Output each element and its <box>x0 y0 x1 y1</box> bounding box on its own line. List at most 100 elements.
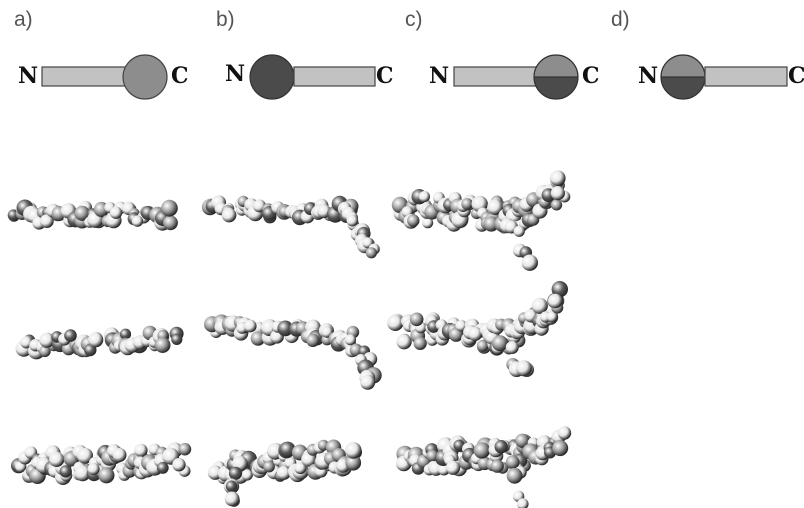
model-b-row-2 <box>204 314 382 390</box>
atom <box>531 297 548 314</box>
atom <box>548 293 563 309</box>
atom <box>468 326 483 341</box>
atom <box>446 460 461 475</box>
atom <box>473 442 491 459</box>
atom <box>134 443 148 458</box>
atom <box>163 215 178 231</box>
panel-a-c-terminus: C <box>171 63 189 89</box>
atom <box>345 442 362 459</box>
atom <box>422 217 434 229</box>
model-a-row-1 <box>7 199 178 231</box>
atom <box>360 374 376 390</box>
panel-c-n-terminus: N <box>429 63 450 89</box>
panel-c-c-terminus: C <box>582 63 600 89</box>
atom <box>243 319 257 333</box>
atom <box>154 337 171 353</box>
panel-a-n-terminus: N <box>18 63 39 89</box>
panel-b-n-terminus: N <box>225 61 246 87</box>
atom <box>306 333 320 347</box>
panel-c-bead <box>533 54 579 100</box>
atom <box>171 333 183 345</box>
atom <box>550 186 566 201</box>
atom <box>506 467 523 484</box>
atom <box>77 447 93 464</box>
atom <box>396 334 412 350</box>
panel-label-a: a) <box>14 8 33 31</box>
panel-label-d: d) <box>611 8 630 31</box>
atom <box>98 467 115 484</box>
atom <box>487 199 503 216</box>
model-c-row-1 <box>391 170 571 271</box>
panel-label-c: c) <box>405 8 423 31</box>
panel-d-c-terminus: C <box>788 63 804 89</box>
atom <box>552 440 569 457</box>
atom <box>505 455 520 469</box>
atom <box>517 498 529 508</box>
atom <box>156 462 169 474</box>
atom <box>490 459 504 473</box>
atom <box>476 339 489 352</box>
atom <box>131 215 144 227</box>
atom <box>39 214 54 229</box>
atom <box>557 426 572 440</box>
model-b-row-1 <box>201 195 380 259</box>
atom <box>87 462 100 476</box>
atom <box>515 360 532 377</box>
atom <box>225 480 238 492</box>
model-b-row-3 <box>207 439 362 507</box>
panel-b-rod <box>293 66 376 87</box>
atom <box>346 214 359 227</box>
atom <box>74 205 90 221</box>
atom <box>365 247 377 259</box>
atom <box>59 465 72 478</box>
atom <box>172 458 186 472</box>
atom <box>276 465 291 480</box>
atom <box>409 312 424 327</box>
atom <box>263 460 275 473</box>
atom <box>345 454 362 471</box>
atom <box>455 319 467 332</box>
atom <box>74 465 91 482</box>
atom <box>39 332 55 348</box>
atom <box>551 199 563 211</box>
atom <box>88 332 104 348</box>
atom <box>279 441 296 458</box>
atom <box>546 311 558 323</box>
atom <box>119 328 132 340</box>
atom <box>277 320 294 337</box>
atom <box>64 329 77 342</box>
atom <box>483 216 499 232</box>
model-a-row-2 <box>15 325 184 360</box>
atom <box>505 341 519 354</box>
atom <box>494 440 508 454</box>
atom <box>224 491 240 507</box>
panel-d-rod <box>704 66 788 87</box>
atom <box>221 207 237 223</box>
atom <box>344 334 356 346</box>
panel-d-n-terminus: N <box>638 63 659 89</box>
atom <box>515 433 530 448</box>
atom <box>492 335 508 352</box>
atom <box>161 199 178 217</box>
atom <box>461 198 473 210</box>
atom <box>39 345 51 358</box>
panel-label-b: b) <box>216 8 235 31</box>
atom <box>112 448 127 462</box>
panel-d-bead <box>660 54 706 100</box>
atom <box>49 451 65 467</box>
atom <box>228 466 243 480</box>
atom <box>294 461 307 475</box>
atom <box>413 336 427 350</box>
panel-b-c-terminus: C <box>376 63 394 89</box>
atom <box>109 206 123 219</box>
atom <box>418 191 430 203</box>
atom <box>250 331 266 346</box>
model-c-row-3 <box>396 426 572 508</box>
atom <box>178 442 192 456</box>
model-a-row-3 <box>11 442 192 485</box>
model-c-row-2 <box>387 281 568 378</box>
atom <box>521 254 538 271</box>
atom <box>550 170 566 186</box>
